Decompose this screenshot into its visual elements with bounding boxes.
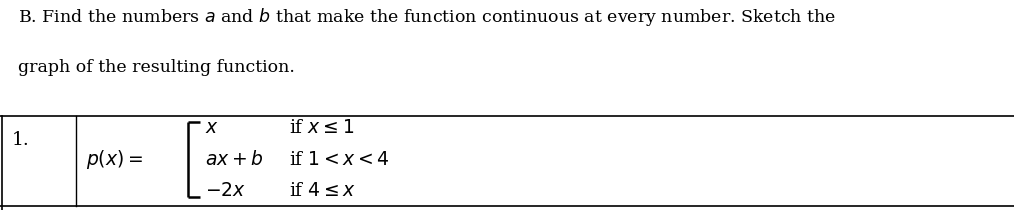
Text: $-2x$: $-2x$ (205, 182, 245, 200)
Text: B. Find the numbers $a$ and $b$ that make the function continuous at every numbe: B. Find the numbers $a$ and $b$ that mak… (18, 6, 837, 28)
Text: $x$: $x$ (205, 119, 219, 137)
Text: if $1 < x < 4$: if $1 < x < 4$ (289, 151, 389, 169)
Text: $p(x) =$: $p(x) =$ (86, 148, 143, 171)
Text: if $x \leq 1$: if $x \leq 1$ (289, 119, 354, 137)
Text: $ax + b$: $ax + b$ (205, 150, 264, 169)
Text: graph of the resulting function.: graph of the resulting function. (18, 59, 295, 76)
Text: if $4 \leq x$: if $4 \leq x$ (289, 182, 356, 200)
Text: 1.: 1. (12, 131, 30, 149)
